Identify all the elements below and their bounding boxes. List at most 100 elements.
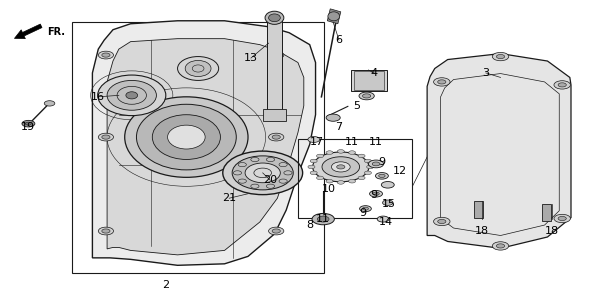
Bar (298, 138, 412, 218)
Ellipse shape (382, 200, 393, 205)
Polygon shape (327, 9, 341, 24)
Ellipse shape (326, 114, 340, 121)
Ellipse shape (365, 171, 372, 175)
Text: 12: 12 (392, 166, 407, 176)
Ellipse shape (136, 104, 236, 170)
Ellipse shape (337, 181, 345, 184)
Ellipse shape (102, 229, 110, 233)
Ellipse shape (99, 51, 113, 59)
Text: 20: 20 (263, 175, 277, 185)
Text: 8: 8 (306, 220, 313, 230)
Ellipse shape (368, 160, 384, 168)
Text: 21: 21 (222, 193, 236, 203)
Ellipse shape (268, 133, 284, 141)
Ellipse shape (328, 12, 340, 21)
Text: 18: 18 (545, 226, 559, 236)
Ellipse shape (279, 163, 287, 167)
Ellipse shape (308, 165, 315, 169)
Ellipse shape (316, 176, 323, 180)
Ellipse shape (434, 217, 450, 226)
Ellipse shape (492, 242, 509, 250)
Ellipse shape (245, 163, 280, 183)
Polygon shape (267, 18, 282, 115)
Ellipse shape (359, 206, 371, 212)
Ellipse shape (99, 227, 113, 235)
Ellipse shape (22, 120, 35, 127)
Ellipse shape (554, 81, 571, 89)
Ellipse shape (492, 52, 509, 61)
Ellipse shape (332, 162, 350, 172)
Ellipse shape (308, 136, 320, 142)
Ellipse shape (25, 122, 31, 125)
Ellipse shape (265, 11, 284, 24)
Text: 11: 11 (316, 214, 330, 224)
Polygon shape (263, 109, 286, 121)
Text: 10: 10 (322, 184, 336, 194)
Ellipse shape (337, 150, 345, 153)
Ellipse shape (326, 151, 333, 154)
Text: 7: 7 (336, 122, 343, 132)
Ellipse shape (44, 101, 55, 106)
Polygon shape (93, 21, 316, 265)
Ellipse shape (438, 80, 446, 84)
Ellipse shape (369, 191, 382, 197)
Ellipse shape (373, 192, 379, 195)
Ellipse shape (124, 97, 248, 177)
Ellipse shape (223, 151, 303, 195)
Ellipse shape (168, 125, 205, 149)
Text: 15: 15 (382, 199, 396, 209)
Ellipse shape (366, 165, 373, 169)
Text: 9: 9 (359, 208, 366, 218)
Ellipse shape (267, 111, 282, 119)
Ellipse shape (359, 92, 374, 100)
Ellipse shape (272, 135, 280, 139)
Bar (72, 22, 325, 273)
Ellipse shape (349, 179, 356, 183)
Ellipse shape (268, 51, 284, 59)
Text: 3: 3 (483, 68, 489, 78)
Text: FR.: FR. (47, 27, 65, 37)
Text: 6: 6 (336, 35, 343, 45)
Ellipse shape (284, 171, 292, 175)
Text: 18: 18 (475, 226, 489, 236)
Ellipse shape (272, 229, 280, 233)
Polygon shape (427, 54, 571, 248)
Ellipse shape (349, 151, 356, 154)
Ellipse shape (268, 14, 280, 22)
Text: 2: 2 (162, 280, 169, 290)
Ellipse shape (438, 219, 446, 224)
Ellipse shape (233, 171, 241, 175)
Polygon shape (107, 39, 304, 255)
Text: 9: 9 (378, 157, 385, 167)
Ellipse shape (358, 176, 365, 180)
Ellipse shape (379, 174, 385, 178)
Ellipse shape (102, 135, 110, 139)
Text: 17: 17 (310, 137, 325, 147)
Polygon shape (474, 200, 483, 219)
Ellipse shape (362, 94, 371, 98)
Ellipse shape (337, 165, 345, 169)
Ellipse shape (238, 179, 247, 183)
Ellipse shape (232, 156, 293, 190)
Ellipse shape (496, 54, 504, 59)
Ellipse shape (126, 92, 137, 99)
Ellipse shape (313, 152, 369, 182)
Text: 5: 5 (353, 101, 360, 111)
Text: 16: 16 (91, 92, 105, 102)
Ellipse shape (312, 213, 335, 225)
Ellipse shape (99, 133, 113, 141)
Ellipse shape (251, 157, 259, 162)
Ellipse shape (375, 172, 388, 179)
Ellipse shape (358, 154, 365, 158)
Bar (354, 71, 384, 90)
Text: 4: 4 (371, 68, 378, 78)
Ellipse shape (272, 53, 280, 57)
Text: 11: 11 (369, 137, 383, 147)
Ellipse shape (377, 216, 389, 222)
Text: 13: 13 (244, 53, 258, 63)
Ellipse shape (178, 57, 219, 80)
Ellipse shape (310, 159, 317, 163)
Ellipse shape (251, 184, 259, 188)
Ellipse shape (558, 83, 566, 87)
Ellipse shape (554, 214, 571, 223)
